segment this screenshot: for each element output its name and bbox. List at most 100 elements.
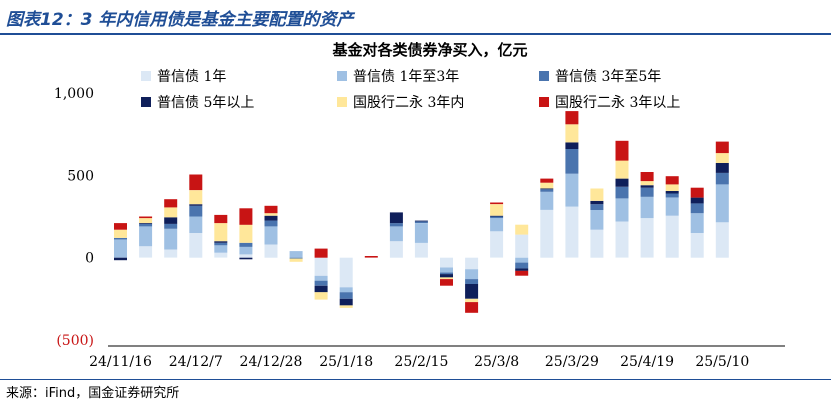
bar-segment [189,190,203,205]
bar-segment [189,174,203,191]
bar-segment [339,298,353,306]
bar-segment [665,193,679,198]
bar-segment [314,248,328,258]
bar-segment [314,280,328,286]
source-rule [0,379,831,380]
bar-segment [515,234,529,258]
bar-segment [465,284,479,299]
bar-segment [189,216,203,233]
bar-segment [414,223,428,243]
bar-segment [640,196,654,219]
bar-segment [565,111,579,125]
bar-segment [440,267,453,273]
bar-segment [239,208,253,225]
bar-segment [289,251,303,258]
bar-segment [715,153,729,163]
bar-segment [565,124,579,143]
bar-segment [665,176,679,185]
bar-segment [440,272,453,275]
bar-segment [440,277,453,279]
bar-segment [164,223,178,229]
legend-swatch [141,71,151,81]
bar-segment [214,252,228,258]
bar-segment [715,222,729,258]
bar-segment [515,224,529,235]
bar-segment [615,198,629,222]
x-tick-label: 24/11/16 [89,354,152,370]
bar-segment [715,163,729,173]
bar-segment [590,229,604,258]
x-tick-label: 25/2/15 [394,354,448,370]
bar-segment [339,305,353,308]
bar-segment [239,224,253,243]
legend-swatch [337,97,347,107]
bar-segment [164,199,178,208]
x-tick-label: 25/1/18 [319,354,373,370]
bar-segment [490,215,504,217]
bar-segment [214,223,228,242]
bar-segment [690,203,704,214]
bar-segment [414,242,428,258]
bar-segment [314,257,328,276]
bars [114,111,729,313]
bar-segment [114,257,127,261]
bar-segment [164,228,178,250]
bar-segment [590,204,604,210]
bar-segment [590,188,604,201]
bar-segment [389,223,403,227]
legend-label: 国股行二永 3年内 [353,95,464,111]
bar-segment [164,249,178,258]
figure-title: 图表12：3 年内信用债是基金主要配置的资产 [6,10,354,30]
bar-segment [139,223,153,224]
bar-segment [465,257,479,270]
bar-segment [465,269,479,280]
x-tick-label: 25/3/8 [474,354,519,370]
source-note: 来源：iFind，国金证券研究所 [6,386,180,401]
y-tick-label: 1,000 [54,86,94,102]
bar-segment [289,257,303,259]
bar-segment [364,256,378,258]
bar-segment [615,178,629,187]
bar-segment [214,242,228,246]
legend-label: 普信债 3年至5年 [555,69,661,85]
x-tick-label: 25/4/19 [620,354,674,370]
bar-segment [590,209,604,230]
bar-segment [565,173,579,207]
bar-segment [264,205,278,214]
bar-segment [164,217,178,224]
legend-label: 普信债 1年至3年 [353,69,459,85]
bar-segment [189,233,203,258]
y-axis: 1,000 500 0 (500) [54,86,94,349]
bar-segment [615,186,629,199]
bar-segment [414,221,428,223]
bar-segment [515,268,529,271]
bar-segment [540,209,554,258]
bar-segment [114,237,127,240]
bar-segment [640,185,654,188]
bar-segment [515,257,529,263]
legend-swatch [539,71,549,81]
bar-segment [490,218,504,232]
bar-segment [239,242,253,247]
legend-swatch [337,71,347,81]
bar-segment [665,197,679,216]
y-tick-label: 0 [85,251,94,267]
chart-title: 基金对各类债券净买入，亿元 [331,41,527,59]
bar-segment [264,244,278,258]
bar-segment [540,178,554,183]
bar-segment [565,149,579,174]
bar-segment [540,189,554,192]
bar-segment [389,226,403,242]
bar-segment [440,257,453,268]
bar-segment [139,218,153,223]
bar-segment [214,245,228,253]
bar-segment [515,262,529,269]
bar-segment [715,184,729,223]
legend-label: 国股行二永 3年以上 [555,95,680,111]
bar-segment [690,197,704,204]
bar-segment [690,187,704,198]
x-tick-label: 24/12/7 [169,354,223,370]
bar-segment [264,215,278,221]
bar-segment [164,207,178,218]
bar-segment [640,181,654,186]
